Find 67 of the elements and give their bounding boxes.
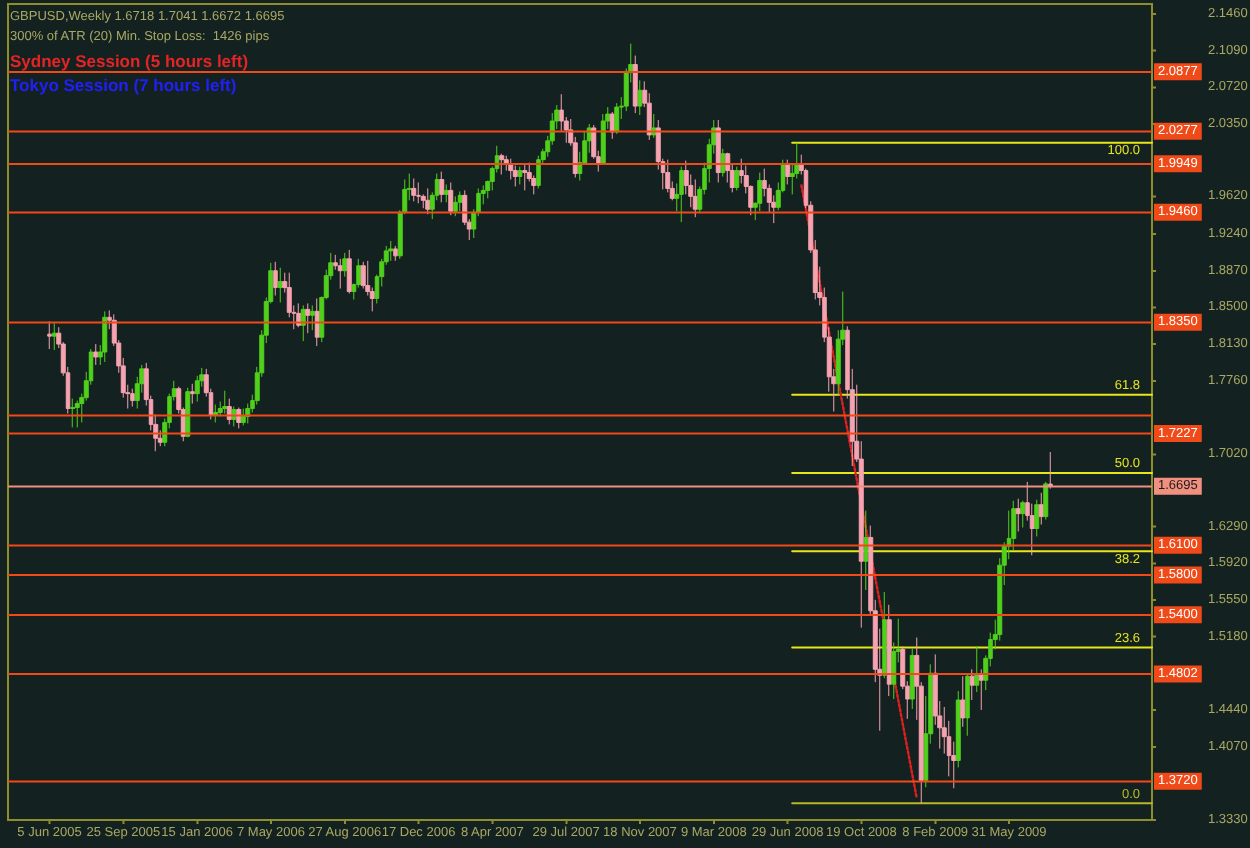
candlestick (536, 155, 541, 189)
candlestick (245, 403, 251, 424)
candlestick (955, 690, 961, 768)
candlestick (443, 183, 449, 203)
candlestick (969, 668, 975, 701)
candlestick (1015, 498, 1021, 532)
candlestick (222, 390, 228, 414)
candlestick (300, 304, 306, 342)
candlestick (360, 261, 366, 290)
candlestick (277, 267, 283, 303)
candlestick (974, 645, 980, 693)
candlestick (190, 383, 195, 405)
candlestick (130, 388, 135, 408)
candlestick (863, 510, 869, 591)
candlestick (517, 166, 523, 185)
candlestick (342, 252, 348, 278)
candlestick (453, 195, 458, 217)
candlestick (213, 404, 219, 423)
candlestick (632, 55, 638, 114)
candlestick (425, 187, 431, 215)
annotation: Tokyo Session (7 hours left) (10, 74, 237, 95)
candlestick (439, 171, 445, 203)
candlestick (194, 375, 200, 403)
candlestick (337, 258, 343, 290)
candlestick (978, 668, 984, 711)
candlestick (74, 400, 80, 428)
candlestick (393, 245, 398, 262)
candlestick (757, 172, 763, 212)
candlestick (1043, 481, 1049, 521)
candlestick (715, 119, 721, 183)
candlestick (416, 181, 421, 204)
candlestick (185, 387, 191, 438)
candlestick (1038, 492, 1044, 526)
candlestick (1048, 451, 1053, 490)
candlestick (93, 343, 99, 366)
candlestick (734, 166, 740, 191)
candlestick (886, 604, 892, 697)
candlestick (70, 398, 76, 428)
candlestick (1011, 500, 1017, 551)
candlestick (448, 181, 454, 216)
candlestick (102, 310, 108, 363)
candlestick (508, 158, 514, 180)
candlestick (47, 320, 52, 350)
candlestick (457, 190, 463, 212)
candlestick (346, 249, 352, 295)
candlestick (637, 79, 643, 116)
candlestick (965, 672, 970, 737)
annotation: Sydney Session (5 hours left) (10, 50, 249, 71)
candlestick (305, 302, 311, 334)
candlestick (665, 159, 671, 193)
candlestick (679, 166, 684, 223)
candlestick (882, 591, 887, 679)
candlestick (499, 153, 505, 176)
candlestick (512, 165, 518, 187)
candlestick (692, 178, 698, 218)
candlestick (600, 113, 606, 166)
candlestick (1034, 499, 1040, 537)
candlestick (614, 102, 620, 135)
candlestick (785, 159, 791, 185)
candlestick (388, 240, 394, 262)
candlestick (273, 261, 278, 296)
candlestick (960, 675, 966, 728)
candlestick (1020, 500, 1026, 529)
candlestick (51, 322, 57, 351)
candlestick (522, 164, 528, 191)
candlestick (310, 304, 315, 331)
candlestick (411, 178, 417, 202)
